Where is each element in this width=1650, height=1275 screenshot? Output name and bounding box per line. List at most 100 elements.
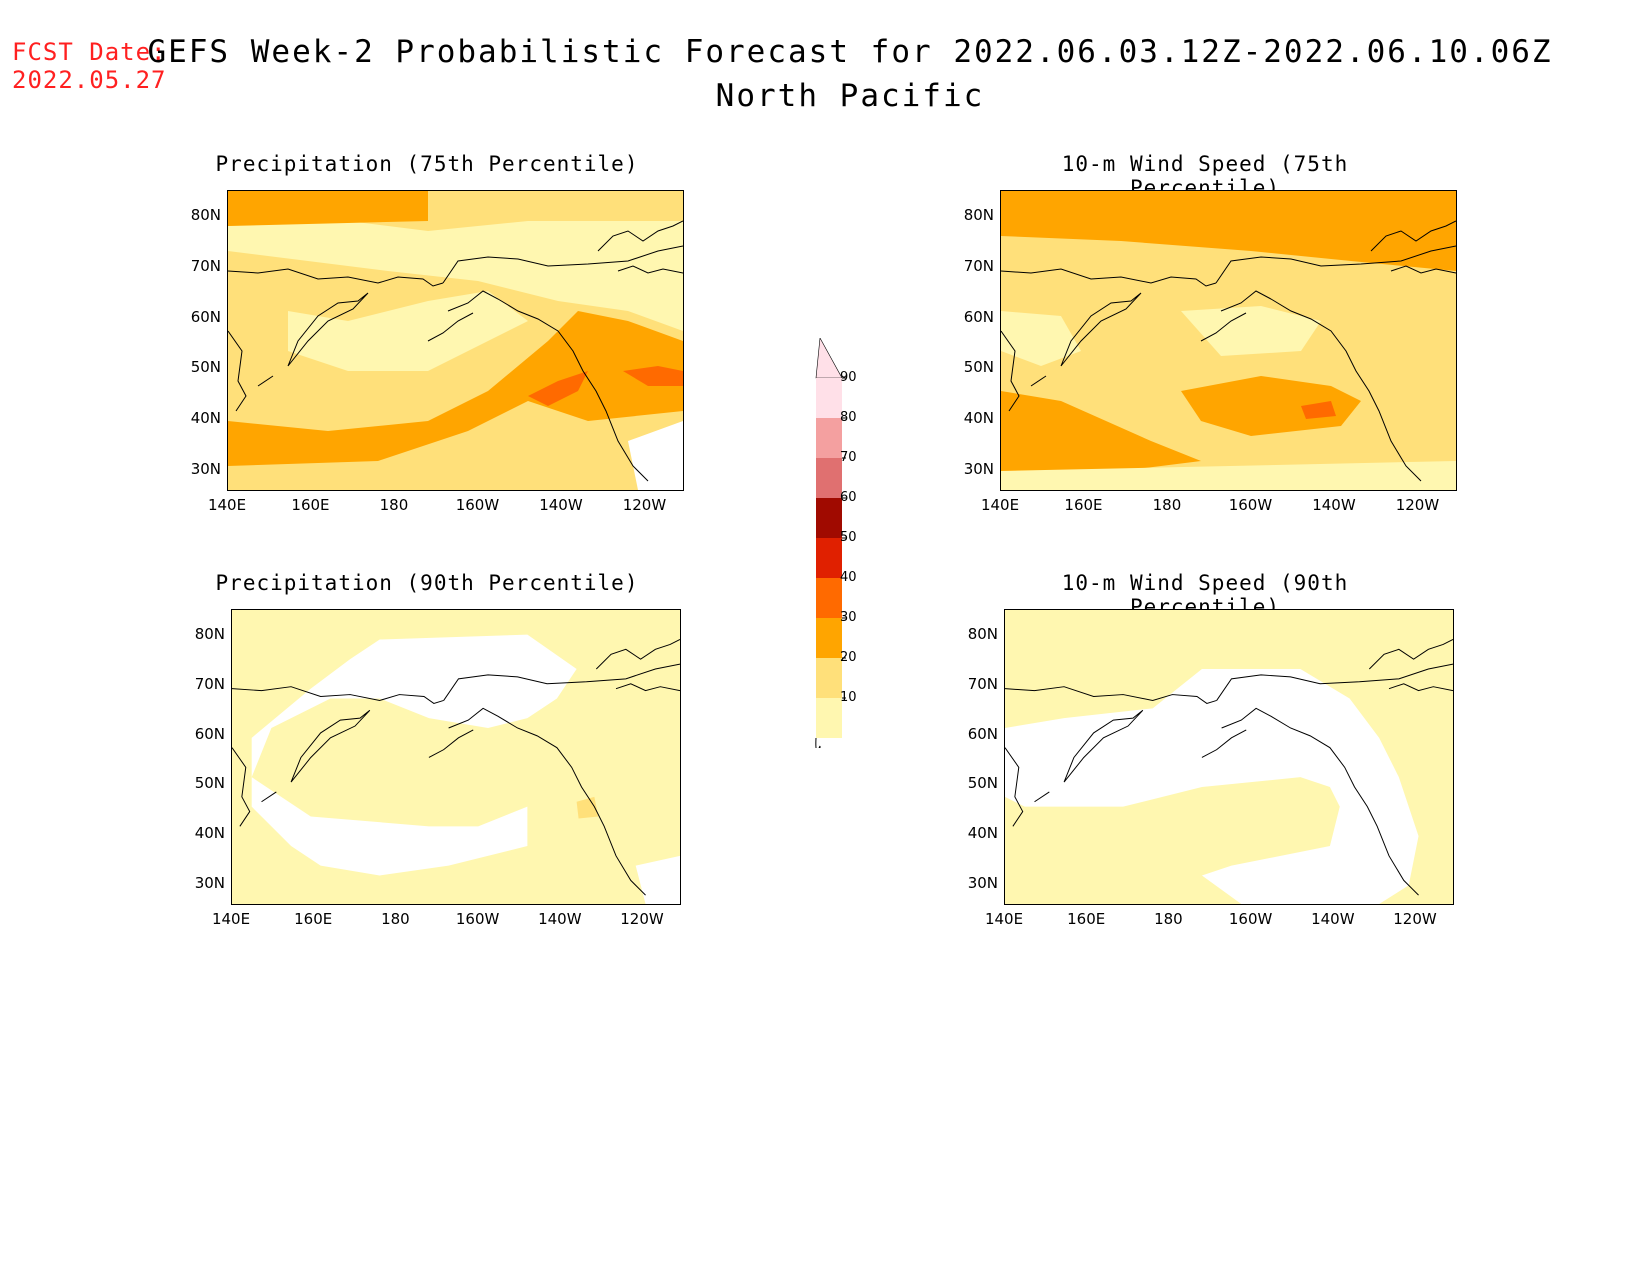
below-10pct	[251, 634, 577, 876]
map-precip-75	[227, 190, 684, 491]
coastline	[1221, 707, 1419, 896]
lon-tick-label: 160E	[294, 910, 333, 928]
lon-tick-label: 140E	[207, 496, 247, 514]
coastline	[448, 707, 646, 896]
lon-tick-label: 140W	[538, 910, 582, 928]
lat-tick-label: 80N	[190, 206, 221, 224]
coastline	[1390, 265, 1456, 274]
coastline	[617, 265, 683, 274]
lon-tick-label: 180	[1152, 496, 1182, 514]
colorbar-swatch	[816, 658, 842, 698]
lon-tick-label: 120W	[622, 496, 667, 514]
coastline	[1216, 663, 1453, 701]
coastline	[290, 709, 371, 783]
lon-tick-label: 120W	[620, 910, 664, 928]
page-title: GEFS Week-2 Probabilistic Forecast for 2…	[147, 34, 1553, 70]
lon-tick-label: 160W	[455, 496, 500, 514]
lon-tick-label: 180	[381, 910, 410, 928]
coastline	[232, 686, 444, 704]
map-precip-90	[231, 609, 681, 905]
coastline	[257, 375, 274, 387]
coastline	[1370, 220, 1456, 252]
map-wind-90	[1004, 609, 1454, 905]
colorbar-swatches	[815, 337, 846, 751]
colorbar-swatch	[816, 538, 842, 578]
below-10pct	[628, 421, 683, 490]
coastline	[1030, 375, 1047, 387]
contour-10pct	[288, 291, 528, 371]
coastline	[1001, 330, 1020, 412]
lat-tick-label: 60N	[190, 307, 221, 326]
panel-title-precip-75: Precipitation (75th Percentile)	[215, 152, 639, 176]
coastline	[595, 639, 680, 670]
contour-40pct	[1301, 401, 1336, 419]
forecast-date: FCST Date: 2022.05.27	[12, 38, 167, 94]
contour-10pct	[1181, 306, 1321, 356]
colorbar-swatch	[816, 578, 842, 618]
contour-30pct	[1001, 191, 1456, 271]
lon-tick-label: 180	[379, 496, 409, 514]
colorbar-label: 90	[840, 370, 857, 385]
colorbar-swatch	[816, 458, 842, 498]
contour-40pct	[528, 371, 588, 406]
lat-tick-label: 40N	[963, 409, 994, 428]
colorbar-swatch	[816, 378, 842, 418]
coastline	[1005, 747, 1024, 827]
lon-tick-label: 120W	[1393, 910, 1437, 928]
colorbar-label: 20	[840, 650, 857, 665]
coastline	[1368, 639, 1453, 670]
lat-tick-label: 70N	[190, 256, 221, 275]
contour-20pct	[576, 796, 599, 819]
lat-tick-label: 30N	[190, 459, 221, 478]
coastline	[1388, 683, 1453, 692]
contour-10pct	[1001, 311, 1081, 366]
colorbar-label: 60	[840, 490, 857, 505]
lat-tick-label: 50N	[194, 774, 225, 793]
panel-title-precip-90: Precipitation (90th Percentile)	[215, 571, 639, 595]
lat-tick-label: 50N	[190, 358, 221, 377]
lon-tick-label: 160E	[291, 496, 330, 514]
coastline	[261, 791, 277, 803]
lon-tick-label: 140W	[1311, 910, 1355, 928]
colorbar-label: 30	[840, 610, 857, 625]
lon-tick-label: 140W	[1312, 496, 1356, 514]
lon-tick-label: 160W	[455, 910, 500, 928]
coastline	[427, 312, 474, 342]
colorbar-swatch	[816, 698, 842, 738]
lon-tick-label: 160E	[1067, 910, 1106, 928]
lon-tick-label: 120W	[1395, 496, 1440, 514]
colorbar-label: 40	[840, 570, 857, 585]
lat-tick-label: 80N	[967, 625, 998, 643]
lat-tick-label: 30N	[194, 874, 225, 893]
lat-tick-label: 60N	[963, 307, 994, 326]
coastline	[1063, 709, 1144, 783]
coastline	[228, 268, 444, 287]
page-subtitle: North Pacific	[715, 78, 985, 114]
below-10pct	[1005, 668, 1419, 904]
forecast-date-value: 2022.05.27	[12, 66, 167, 94]
colorbar-label: 10	[840, 690, 857, 705]
lat-tick-label: 40N	[190, 409, 221, 428]
lat-tick-label: 40N	[194, 824, 225, 843]
coastline	[447, 290, 649, 482]
lon-tick-label: 160W	[1228, 496, 1273, 514]
contour-30pct	[1001, 391, 1201, 471]
lon-tick-label: 140E	[980, 496, 1020, 514]
contour-10pct	[1001, 461, 1456, 490]
colorbar-label: 70	[840, 450, 857, 465]
colorbar-label: 80	[840, 410, 857, 425]
lon-tick-label: 160W	[1228, 910, 1273, 928]
lat-tick-label: 70N	[194, 674, 225, 693]
forecast-date-label: FCST Date:	[12, 38, 167, 66]
coastline	[1060, 292, 1142, 367]
lat-tick-label: 80N	[963, 206, 994, 224]
coastline	[232, 747, 251, 827]
lat-tick-label: 30N	[967, 874, 998, 893]
lat-tick-label: 60N	[967, 724, 998, 743]
lat-tick-label: 30N	[963, 459, 994, 478]
colorbar-top-cap	[815, 337, 843, 379]
coastline	[1215, 245, 1456, 284]
lon-tick-label: 140E	[984, 910, 1024, 928]
lat-tick-label: 40N	[967, 824, 998, 843]
contour-30pct	[228, 191, 428, 226]
